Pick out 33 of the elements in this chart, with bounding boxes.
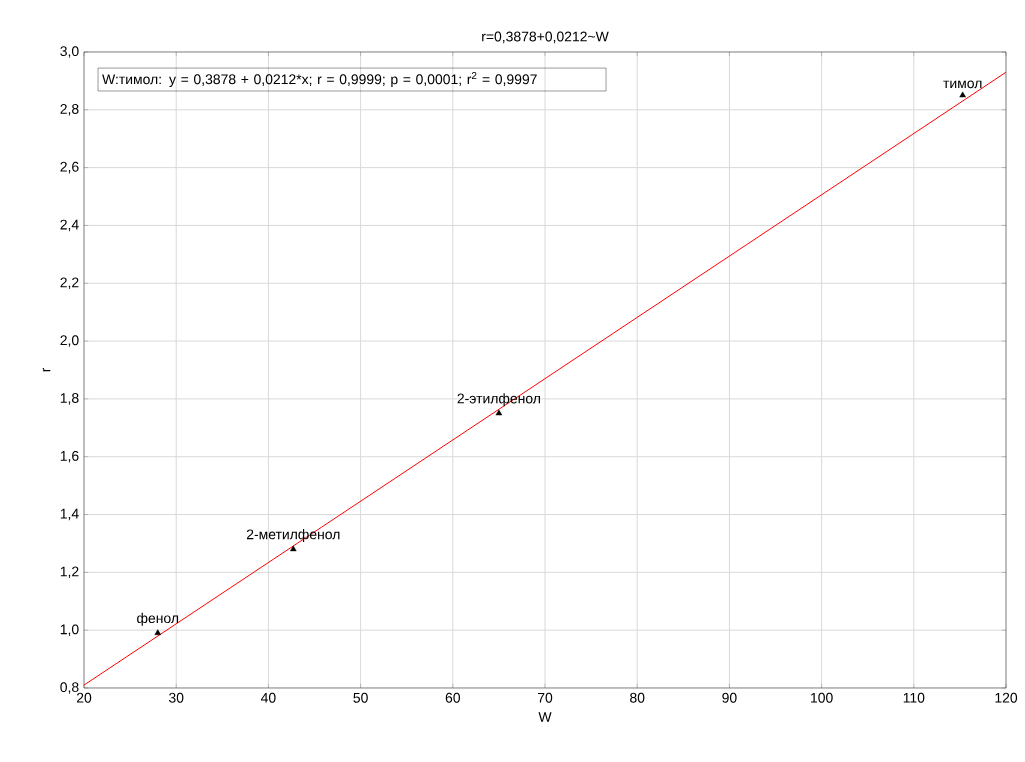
point	[290, 545, 297, 552]
x-axis-title: W	[538, 712, 552, 722]
y-tick-label: 1,4	[60, 508, 79, 521]
y-tick-label: 2,4	[60, 219, 79, 232]
y-tick-label: 2,6	[60, 161, 79, 174]
annotation: тимол	[943, 80, 982, 89]
y-tick-label: 1,6	[60, 450, 79, 463]
y-tick-label: 0,8	[60, 682, 79, 694]
chart-title: r=0,3878+0,0212~W	[482, 31, 609, 44]
x-tick-label: 60	[445, 692, 461, 703]
x-tick-label: 110	[903, 692, 925, 703]
y-tick-label: 2,8	[60, 104, 79, 116]
y-tick-label: 1,2	[60, 566, 79, 579]
x-tick-label: 80	[630, 692, 645, 703]
point	[154, 629, 161, 636]
x-tick-label: 90	[722, 692, 737, 703]
x-tick-label: 120	[995, 692, 1018, 703]
x-tick-label: 40	[260, 692, 276, 703]
y-axis-title: r	[42, 367, 51, 372]
y-tick-label: 2,2	[60, 277, 79, 290]
x-tick-label: 100	[811, 692, 833, 703]
x-tick-label: 30	[168, 692, 184, 703]
y-tick-label: 2,0	[60, 335, 79, 347]
point	[495, 409, 503, 416]
y-tick-label: 1,0	[60, 624, 79, 636]
x-tick-label: 50	[353, 692, 368, 703]
annotation: фенол	[137, 612, 179, 626]
x-tick-label: 70	[537, 692, 553, 703]
y-tick-label: 3,0	[60, 46, 79, 58]
point	[959, 91, 966, 98]
annotation: W:тимол: y = 0,3878 + 0,0212*x; r = 0,9999; p = 0,0001; r$^{2}$ = 0,9997	[102, 72, 537, 87]
y-tick-label: 1,8	[60, 393, 79, 405]
x-tick-label: 20	[76, 692, 92, 703]
